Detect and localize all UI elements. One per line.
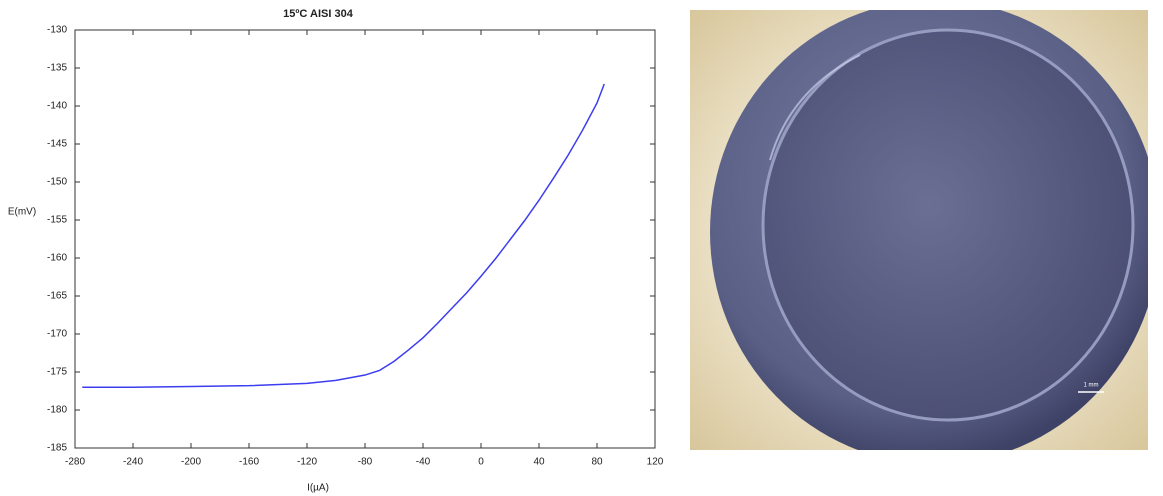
x-tick-label: -80 — [358, 457, 373, 468]
scale-label: 1 mm — [1084, 383, 1099, 389]
x-tick-label: -240 — [123, 457, 143, 468]
y-tick-label: -130 — [47, 25, 67, 36]
y-tick-label: -155 — [47, 215, 67, 226]
plot-frame — [74, 29, 656, 449]
y-tick-label: -135 — [47, 63, 67, 74]
y-tick-label: -170 — [47, 329, 67, 340]
x-tick-label: -160 — [239, 457, 259, 468]
x-tick-label: -200 — [181, 457, 201, 468]
y-tick-label: -145 — [47, 139, 67, 150]
y-tick-label: -160 — [47, 253, 67, 264]
y-tick-label: -175 — [47, 367, 67, 378]
y-axis-label: E(mV) — [8, 207, 36, 218]
y-tick-label: -140 — [47, 101, 67, 112]
y-tick-label: -165 — [47, 291, 67, 302]
y-tick-label: -180 — [47, 405, 67, 416]
x-tick-label: -120 — [297, 457, 317, 468]
x-tick-label: 0 — [478, 457, 484, 468]
chart-title: 15ºC AISI 304 — [283, 8, 354, 20]
photo: 1 mm — [690, 10, 1148, 450]
data-line — [82, 83, 605, 388]
x-tick-label: 120 — [647, 457, 664, 468]
y-tick-label: -185 — [47, 443, 67, 454]
y-tick-label: -150 — [47, 177, 67, 188]
x-tick-label: 80 — [591, 457, 603, 468]
x-tick-label: -40 — [416, 457, 431, 468]
x-axis-label: I(µA) — [307, 483, 329, 494]
x-tick-label: 40 — [533, 457, 545, 468]
x-tick-label: -280 — [65, 457, 85, 468]
